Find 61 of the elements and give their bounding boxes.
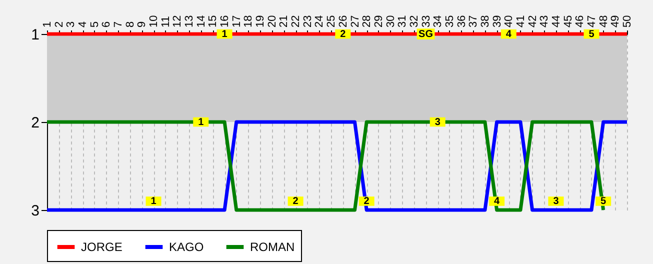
x-tick-label: 10 bbox=[148, 15, 160, 28]
x-tick-label: 44 bbox=[550, 15, 562, 28]
x-tick-label: 49 bbox=[610, 15, 622, 28]
x-tick-label: 3 bbox=[65, 21, 78, 28]
x-tick-label: 31 bbox=[396, 15, 409, 28]
x-tick-label: 20 bbox=[266, 15, 278, 28]
x-tick-label: 17 bbox=[230, 15, 243, 28]
x-tick-label: 38 bbox=[479, 15, 492, 28]
legend-label: JORGE bbox=[81, 240, 122, 254]
x-tick-label: 13 bbox=[184, 15, 196, 28]
x-tick-label: 14 bbox=[195, 15, 208, 28]
y-tick-label: 3 bbox=[31, 202, 40, 220]
x-tick-label: 18 bbox=[242, 15, 255, 28]
x-tick-label: 22 bbox=[290, 15, 302, 28]
x-tick-label: 7 bbox=[112, 21, 125, 28]
y-tick-label: 2 bbox=[31, 114, 40, 132]
x-tick-label: 23 bbox=[302, 15, 314, 28]
x-tick-label: 36 bbox=[456, 15, 468, 28]
x-tick-label: 48 bbox=[598, 15, 610, 28]
x-tick-label: 8 bbox=[124, 21, 136, 28]
x-tick-label: 37 bbox=[468, 15, 480, 28]
x-tick-label: 28 bbox=[361, 15, 374, 28]
x-tick-label: 33 bbox=[420, 15, 432, 28]
annotation: 2 bbox=[292, 196, 299, 208]
annotation: 4 bbox=[494, 196, 500, 208]
x-tick-label: 50 bbox=[622, 15, 634, 28]
x-tick-label: 21 bbox=[278, 15, 290, 28]
x-tick-label: 11 bbox=[160, 16, 172, 28]
x-tick-label: 24 bbox=[314, 15, 326, 28]
x-tick-label: 46 bbox=[574, 15, 586, 28]
x-tick-label: 9 bbox=[136, 21, 148, 28]
x-tick-label: 4 bbox=[77, 21, 90, 28]
x-tick-label: 47 bbox=[586, 15, 598, 28]
legend-label: ROMAN bbox=[250, 240, 295, 254]
legend-label: KAGO bbox=[169, 240, 204, 254]
x-tick-label: 29 bbox=[372, 15, 385, 28]
x-tick-label: 27 bbox=[349, 15, 362, 28]
x-tick-label: 34 bbox=[432, 15, 444, 28]
x-tick-label: 41 bbox=[514, 15, 527, 28]
x-tick-label: 26 bbox=[337, 15, 350, 28]
annotation: 3 bbox=[553, 196, 560, 208]
x-tick-label: 45 bbox=[562, 15, 574, 28]
annotation: 2 bbox=[364, 196, 370, 208]
x-tick-label: 25 bbox=[326, 15, 338, 28]
x-tick-label: 30 bbox=[384, 15, 397, 28]
x-tick-label: 32 bbox=[408, 15, 420, 28]
x-tick-label: 42 bbox=[526, 15, 539, 28]
x-tick-label: 15 bbox=[207, 15, 220, 28]
x-tick-label: 6 bbox=[100, 21, 113, 28]
x-tick-label: 2 bbox=[53, 21, 66, 28]
x-tick-label: 12 bbox=[172, 15, 184, 28]
x-tick-label: 19 bbox=[254, 15, 267, 28]
x-tick-label: 1 bbox=[42, 21, 54, 28]
x-tick-label: 39 bbox=[491, 15, 504, 28]
x-tick-label: 35 bbox=[444, 15, 456, 28]
x-tick-label: 43 bbox=[538, 15, 551, 28]
x-tick-label: 5 bbox=[88, 21, 101, 28]
x-tick-label: 16 bbox=[219, 15, 232, 28]
x-tick-label: 40 bbox=[503, 15, 516, 28]
annotation: 1 bbox=[150, 196, 157, 208]
annotation: 5 bbox=[600, 196, 607, 208]
